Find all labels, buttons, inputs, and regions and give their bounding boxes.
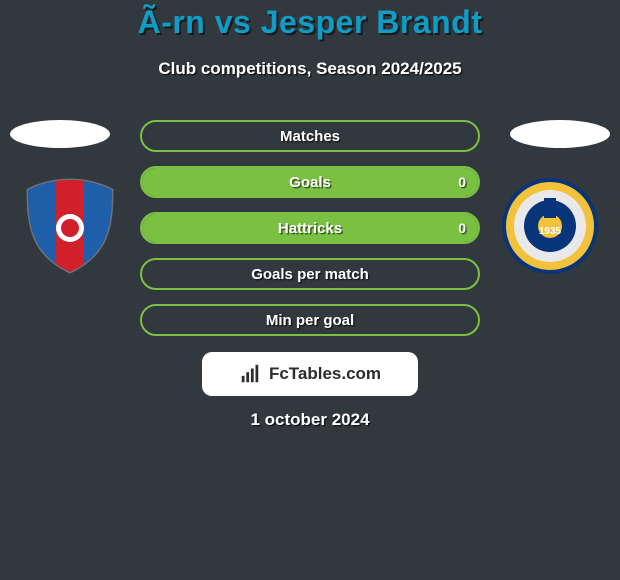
stat-value-right: 0 <box>458 174 466 190</box>
date-line: 1 october 2024 <box>0 410 620 430</box>
stat-value-right: 0 <box>458 220 466 236</box>
player-right-shadow <box>510 120 610 148</box>
watermark-text: FcTables.com <box>269 364 381 384</box>
stats-column: Matches Goals 0 Hattricks 0 Goals per ma… <box>140 120 480 350</box>
stat-label: Matches <box>280 128 340 145</box>
stat-label: Hattricks <box>278 220 342 237</box>
chart-icon <box>239 363 261 385</box>
watermark-link[interactable]: FcTables.com <box>202 352 418 396</box>
shield-icon <box>20 176 120 276</box>
stat-label: Min per goal <box>266 312 354 329</box>
stat-min-per-goal: Min per goal <box>140 304 480 336</box>
player-left-shadow <box>10 120 110 148</box>
stat-matches: Matches <box>140 120 480 152</box>
stat-label: Goals per match <box>251 266 369 283</box>
page-title: Ã-rn vs Jesper Brandt <box>0 4 620 41</box>
svg-text:1935: 1935 <box>539 226 562 237</box>
stat-goals: Goals 0 <box>140 166 480 198</box>
stat-hattricks: Hattricks 0 <box>140 212 480 244</box>
stat-label: Goals <box>289 174 331 191</box>
crest-icon: 1935 <box>500 176 600 276</box>
club-badge-left <box>20 176 120 266</box>
club-badge-right: 1935 <box>500 176 600 266</box>
subtitle: Club competitions, Season 2024/2025 <box>0 59 620 79</box>
stat-goals-per-match: Goals per match <box>140 258 480 290</box>
